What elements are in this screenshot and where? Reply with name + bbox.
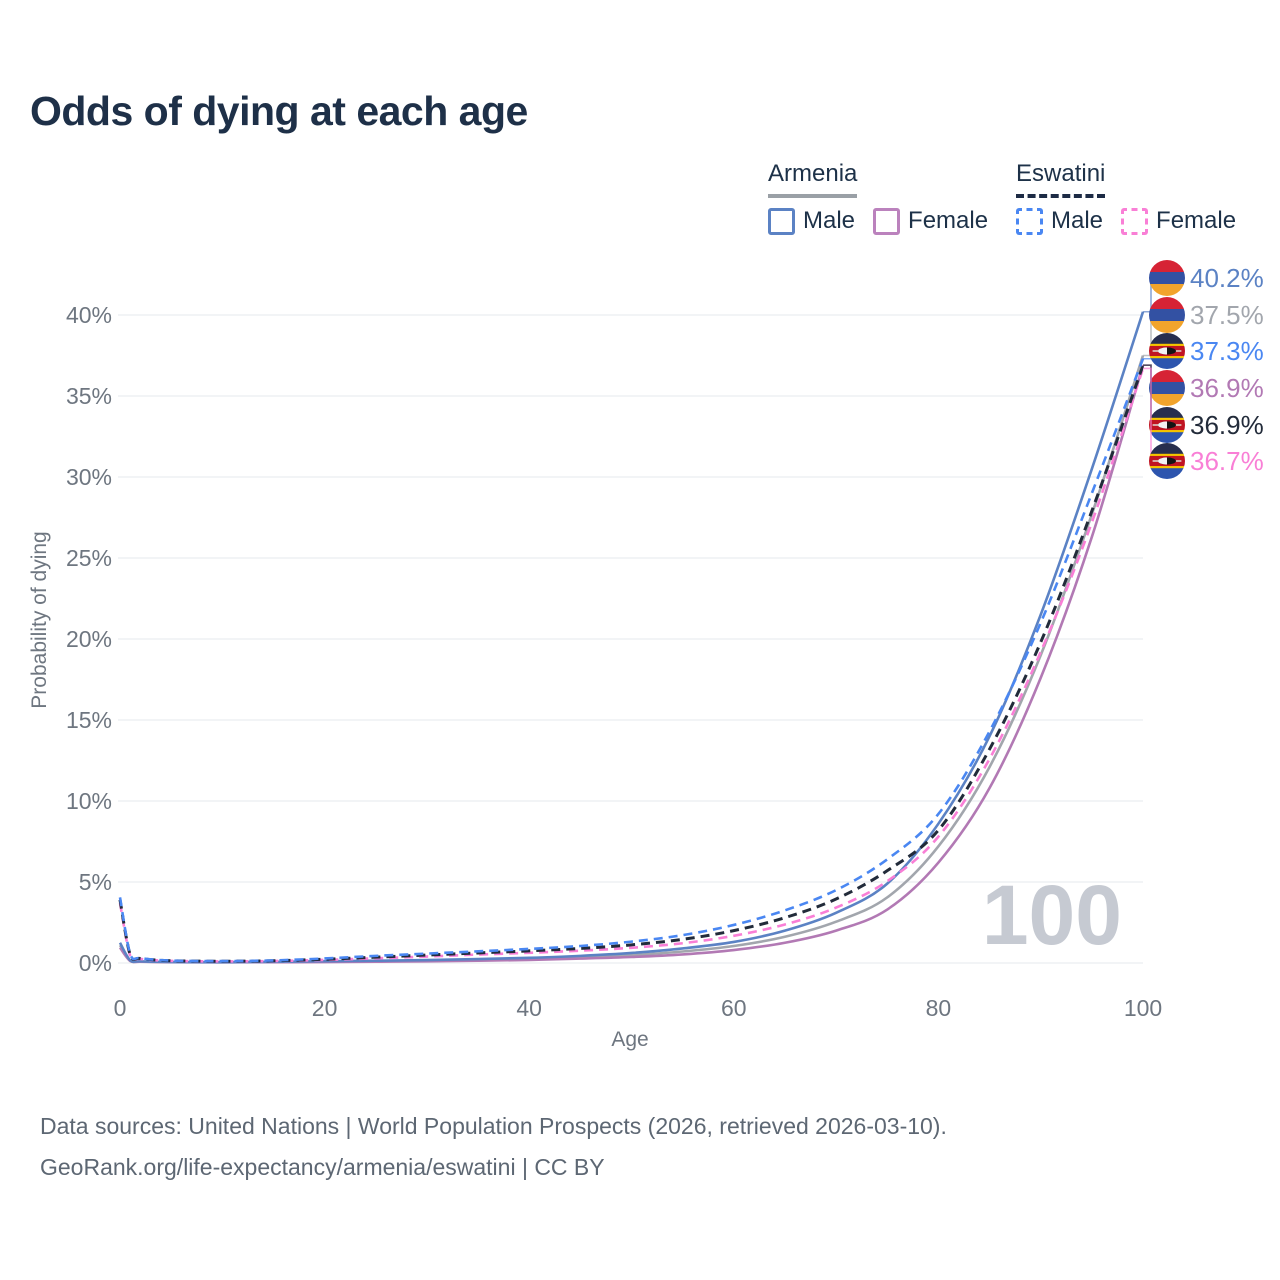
legend-group-armenia: Armenia Male Female bbox=[768, 160, 1006, 235]
end-label-armenia-female: 36.9% bbox=[1190, 373, 1264, 403]
end-label-eswatini-male: 37.3% bbox=[1190, 336, 1264, 366]
eswatini-flag-icon bbox=[1149, 443, 1185, 479]
y-axis-title: Probability of dying bbox=[28, 531, 51, 708]
y-tick-20%: 20% bbox=[66, 626, 112, 652]
legend-checkbox-armenia-female[interactable] bbox=[873, 207, 901, 235]
y-tick-35%: 35% bbox=[66, 383, 112, 409]
legend-checkbox-armenia-male[interactable] bbox=[768, 207, 795, 235]
x-tick-60: 60 bbox=[721, 995, 747, 1021]
y-tick-30%: 30% bbox=[66, 464, 112, 490]
legend-checkbox-eswatini-male[interactable] bbox=[1016, 207, 1043, 235]
armenia-flag-icon bbox=[1149, 297, 1185, 333]
armenia-flag-icon bbox=[1149, 260, 1185, 296]
age-counter-watermark: 100 bbox=[982, 868, 1122, 962]
line-eswatini-male bbox=[118, 358, 1145, 963]
x-tick-40: 40 bbox=[516, 995, 542, 1021]
legend-country-armenia[interactable]: Armenia bbox=[768, 160, 858, 198]
legend-group-eswatini: Eswatini Male Female bbox=[1016, 160, 1254, 235]
end-label-eswatini-female: 36.7% bbox=[1190, 446, 1264, 476]
x-tick-0: 0 bbox=[114, 995, 127, 1021]
legend-label-eswatini-female: Female bbox=[1156, 207, 1237, 234]
footer-attribution-link: GeoRank.org/life-expectancy/armenia/eswa… bbox=[40, 1154, 605, 1180]
page-title: Odds of dying at each age bbox=[30, 88, 528, 134]
y-tick-5%: 5% bbox=[79, 869, 112, 895]
eswatini-flag-icon bbox=[1149, 407, 1185, 443]
x-tick-80: 80 bbox=[926, 995, 952, 1021]
line-eswatini-female bbox=[118, 368, 1145, 963]
series-lines bbox=[118, 311, 1145, 964]
eswatini-flag-icon bbox=[1149, 333, 1185, 369]
end-label-armenia-male: 40.2% bbox=[1190, 263, 1264, 293]
end-label-eswatini-both: 36.9% bbox=[1190, 410, 1264, 440]
x-tick-20: 20 bbox=[312, 995, 338, 1021]
end-label-armenia-both: 37.5% bbox=[1190, 300, 1264, 330]
legend-country-eswatini[interactable]: Eswatini bbox=[1016, 160, 1106, 198]
legend-label-eswatini-male: Male bbox=[1051, 207, 1104, 234]
y-tick-10%: 10% bbox=[66, 788, 112, 814]
x-axis-tick-labels: 0 20 40 60 80 100 bbox=[114, 995, 1163, 1021]
series-end-labels: 40.2% 37.5% 37.3% 36.9% 36.9% 36.7% bbox=[1143, 260, 1264, 479]
legend-label-armenia-female: Female bbox=[908, 207, 989, 234]
y-axis-tick-labels: 0% 5% 10% 15% 20% 25% 30% 35% 40% bbox=[66, 302, 112, 976]
legend-row-eswatini: Male Female bbox=[1016, 207, 1254, 235]
legend-label-armenia-male: Male bbox=[803, 207, 856, 234]
y-tick-25%: 25% bbox=[66, 545, 112, 571]
footer-data-sources: Data sources: United Nations | World Pop… bbox=[40, 1113, 947, 1139]
line-chart: 100 0% 5% 10% 15% 20% 25% 30% 35% 40% 0 20 40 60 80 1… bbox=[28, 260, 1264, 1051]
legend-row-armenia: Male Female bbox=[768, 207, 1006, 235]
gridlines bbox=[118, 314, 1143, 964]
y-tick-0%: 0% bbox=[79, 950, 112, 976]
x-axis-title: Age bbox=[611, 1028, 648, 1051]
x-tick-100: 100 bbox=[1124, 995, 1162, 1021]
y-tick-15%: 15% bbox=[66, 707, 112, 733]
footer: Data sources: United Nations | World Pop… bbox=[40, 1106, 947, 1188]
y-tick-40%: 40% bbox=[66, 302, 112, 328]
armenia-flag-icon bbox=[1149, 370, 1185, 406]
legend-checkbox-eswatini-female[interactable] bbox=[1121, 207, 1149, 235]
line-armenia-male bbox=[118, 311, 1145, 964]
